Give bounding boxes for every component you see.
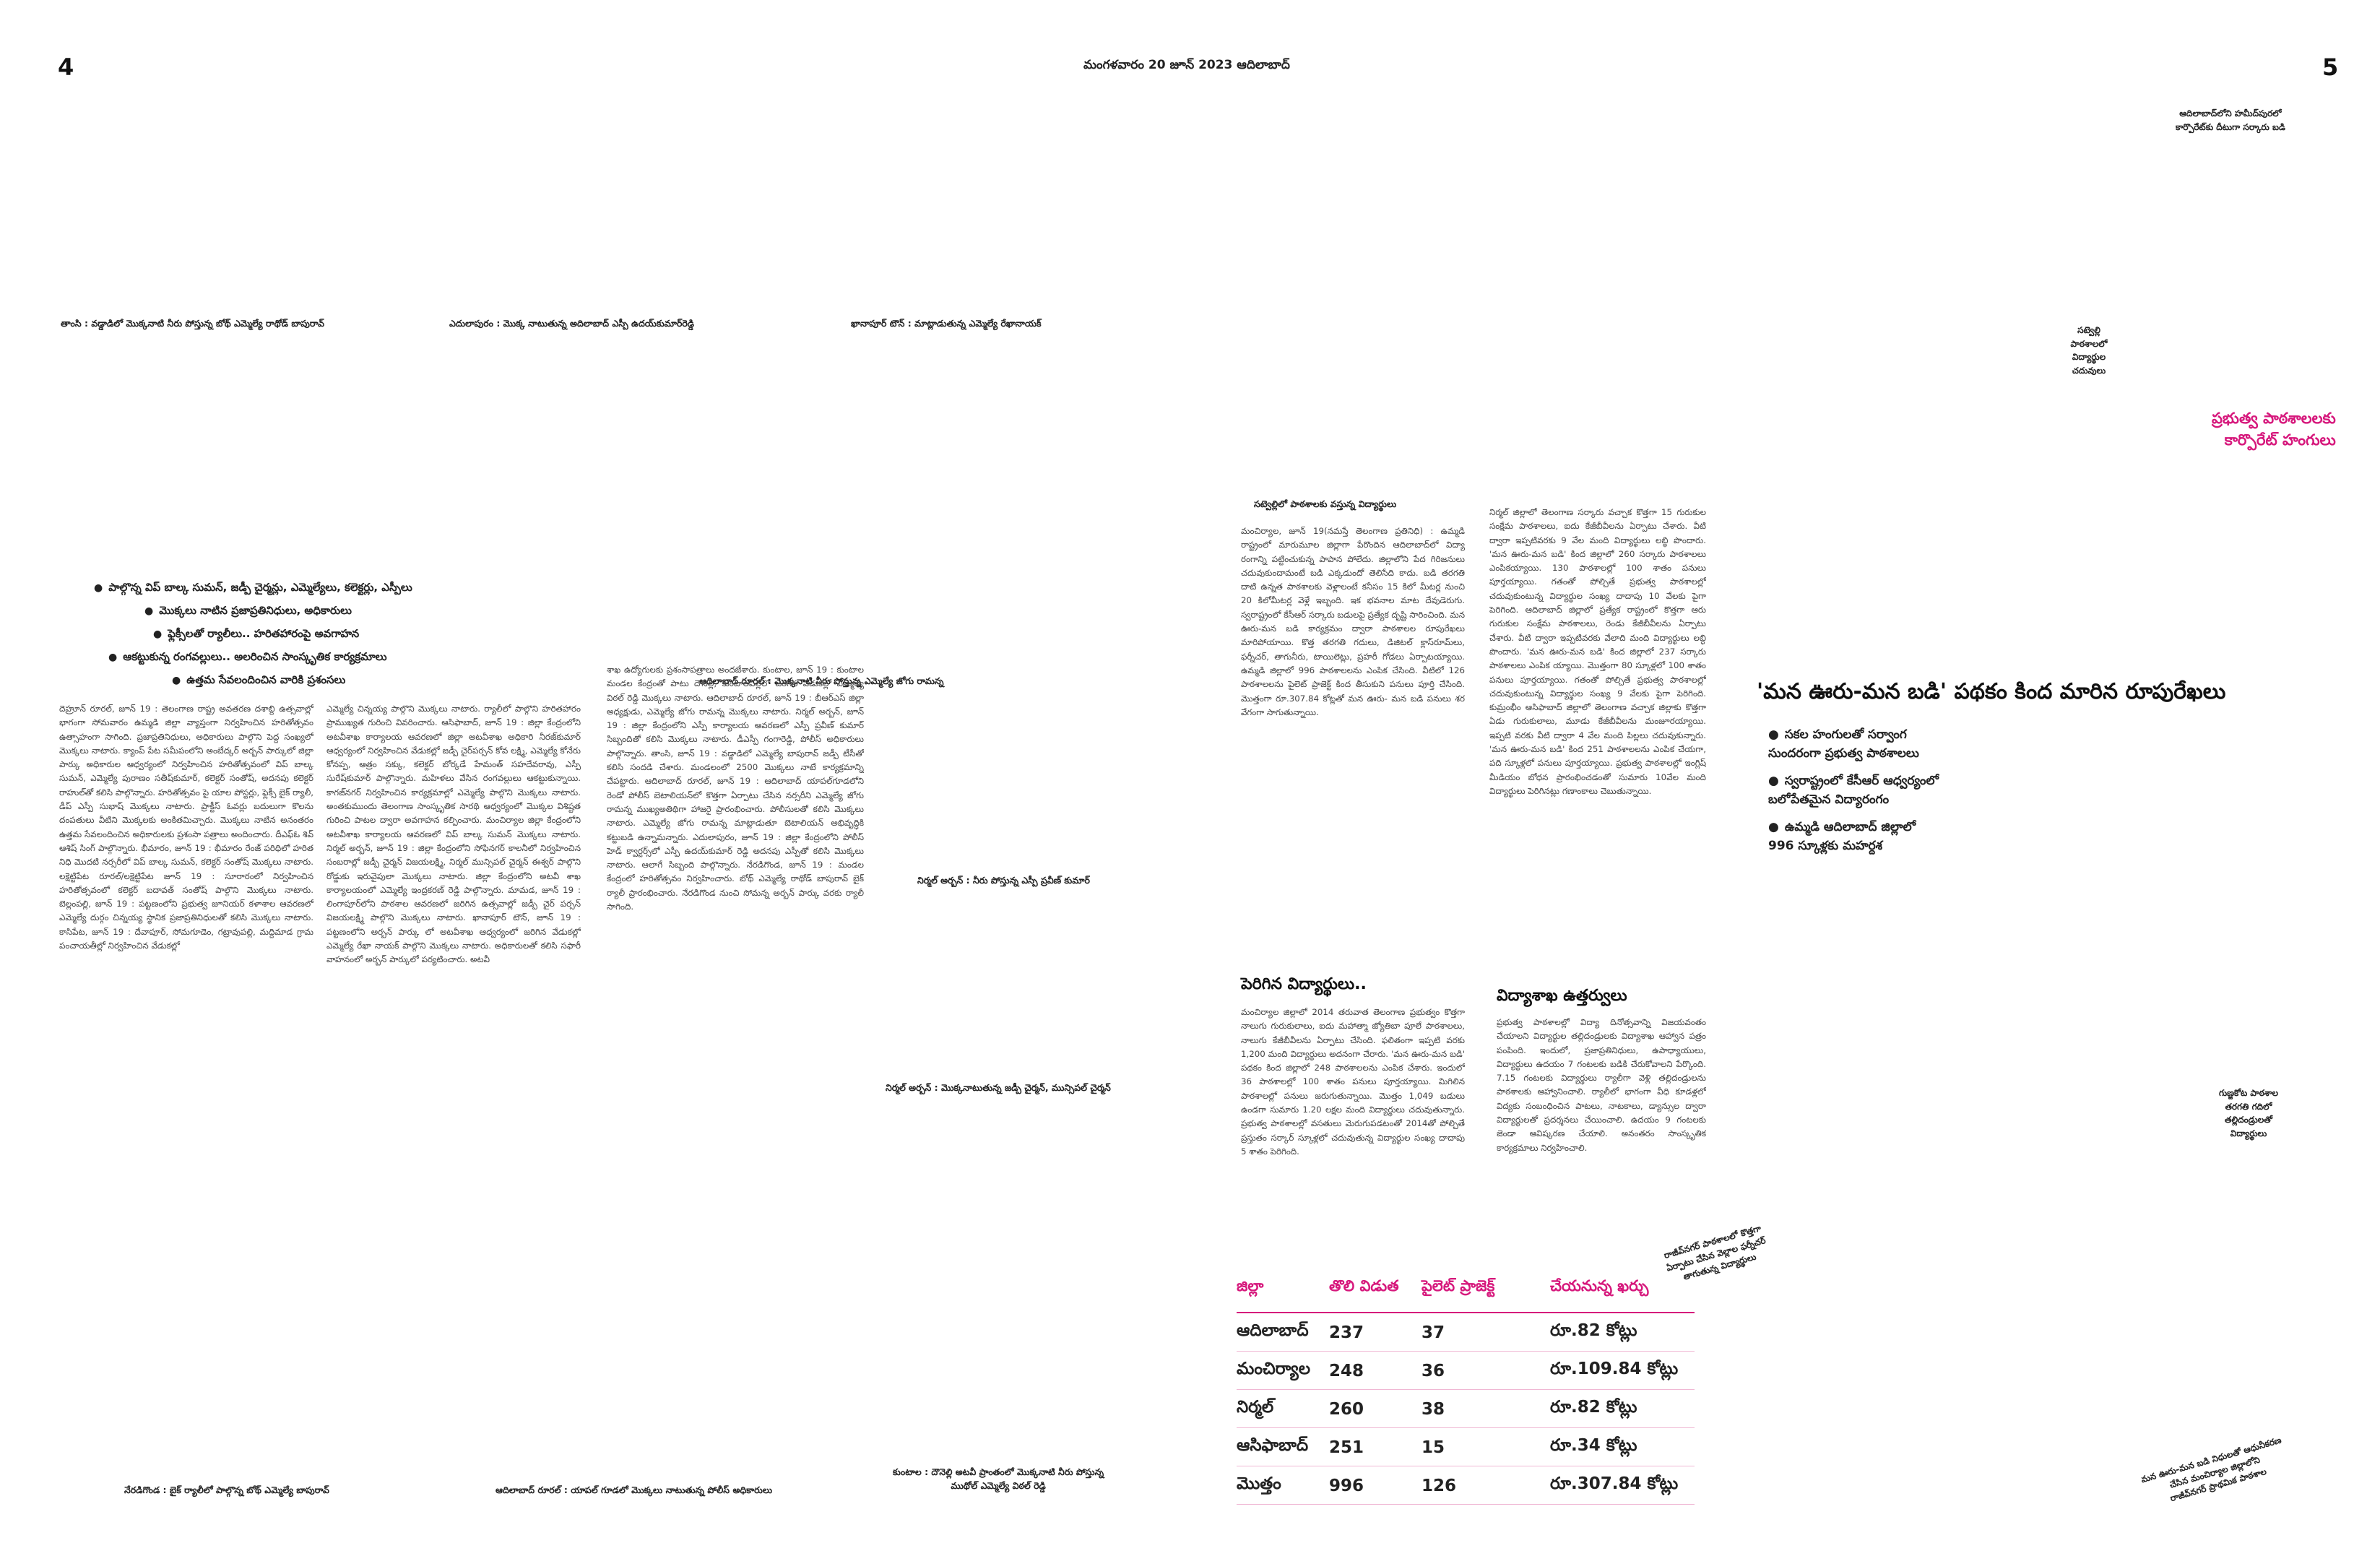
cell-district: నిర్మల్ [1237,1389,1329,1428]
caption-line: కార్పొరేట్‌కు దీటుగా సర్కారు బడి [2176,121,2285,132]
table-row: మంచిర్యాల 248 36 రూ.109.84 కోట్లు [1237,1351,1695,1390]
table-row: ఆదిలాబాద్ 237 37 రూ.82 కోట్లు [1237,1313,1695,1352]
photo-caption-hamidpura: ఆదిలాబాద్‌లోని హమీద్‌పురలో కార్పొరేట్‌కు… [2176,107,2285,134]
photo-caption-nirmal-zp: నిర్మల్ అర్బన్ : మొక్కనాటుతున్న జడ్పీ చై… [886,1082,1111,1093]
column-head-satwelli: సట్వెల్లిలో పాఠశాలకు వస్తున్న విద్యార్థు… [1254,498,1397,509]
left-story-column-2: ఎమ్మెల్యే చిన్నయ్య పాల్గొని మొక్కలు నాటా… [326,702,581,1295]
kicker-line-2: కార్పొరేట్ హంగులు [2224,431,2336,449]
headline-bullet: స్వరాష్ట్రంలో కేసీఆర్ ఆధ్వర్యంలో బలోపేతమ… [1768,772,1942,809]
body-text: దెహ్రూన్ రూరల్, జూన్ 19 : తెలంగాణ రాష్ట్… [59,704,313,951]
photo-caption-rajivnagar-school: మన ఊరు-మన బడి నిధులతో ఆధునీకరణ చేసిన మంచ… [2139,1433,2290,1510]
subhead-education-orders: విద్యాశాఖ ఉత్తర్వులు [1497,987,1627,1005]
cell-pilot: 126 [1421,1466,1550,1505]
cell-first-phase: 996 [1329,1466,1421,1505]
photo-caption-neradigonda: నేరడిగొండ : బైక్ ర్యాలీలో పాల్గొన్న బోథ్… [124,1484,329,1495]
cell-pilot: 36 [1421,1351,1550,1390]
cell-first-phase: 251 [1329,1427,1421,1466]
caption-line: ముథోల్ ఎమ్మెల్యే విఠల్ రెడ్డి [951,1480,1046,1491]
cell-district: ఆదిలాబాద్ [1237,1313,1329,1352]
caption-line: పాఠశాలలో [2070,338,2108,349]
cell-pilot: 15 [1421,1427,1550,1466]
cell-expenditure: రూ.82 కోట్లు [1550,1389,1695,1428]
headline-kicker: ప్రభుత్వ పాఠశాలలకు కార్పొరేట్ హంగులు [2212,407,2336,451]
caption-line: కుంటాల : దౌనెల్లి అటవీ ప్రాంతంలో మొక్కనా… [893,1466,1104,1477]
main-headline: 'మన ఊరు-మన బడి' పథకం కింద మారిన రూపురేఖల… [1757,679,2226,704]
header-expenditure: చేయనున్న ఖర్చు [1550,1277,1695,1313]
cell-first-phase: 260 [1329,1389,1421,1428]
photo-caption-adilabad-rural: ఆదిలాబాద్ రూరల్ : మొక్కనాటి నీరు పోస్తున… [699,675,944,686]
body-text: ఎమ్మెల్యే చిన్నయ్య పాల్గొని మొక్కలు నాటా… [326,704,581,965]
caption-line: తరగతి గదిలో [2225,1101,2272,1112]
header-pilot-project: పైలెట్ ప్రాజెక్ట్ [1421,1277,1550,1313]
cell-expenditure: రూ.109.84 కోట్లు [1550,1351,1695,1390]
cell-district: మంచిర్యాల [1237,1351,1329,1390]
right-story-column-1: మంచిర్యాల, జూన్ 19(నమస్తే తెలంగాణ ప్రతిన… [1241,524,1465,965]
cell-district: ఆసిఫాబాద్ [1237,1427,1329,1466]
dateline: మంగళవారం 20 జూన్ 2023 ఆదిలాబాద్ [1083,58,1290,72]
photo-caption-yapalguda: ఆదిలాబాద్ రూరల్ : యాపల్ గూడలో మొక్కలు నా… [496,1484,773,1495]
table-row: ఆసిఫాబాద్ 251 15 రూ.34 కోట్లు [1237,1427,1695,1466]
photo-caption-khanapur: ఖానాపూర్ టౌన్ : మాట్లాడుతున్న ఎమ్మెల్యే … [851,318,1042,329]
right-story-column-2: నిర్మల్ జిల్లాలో తెలంగాణ సర్కారు వచ్చాక … [1489,506,1706,968]
caption-line: ఆదిలాబాద్‌లోని హమీద్‌పురలో [2179,108,2282,118]
cell-expenditure: రూ.307.84 కోట్లు [1550,1466,1695,1505]
highlight-bullet: ఫ్లెక్సీలతో ర్యాలీలు.. హరితహారంపై అవగాహన [153,627,412,643]
body-text: నిర్మల్ జిల్లాలో తెలంగాణ సర్కారు వచ్చాక … [1489,507,1706,796]
header-first-phase: తొలి విడుత [1329,1277,1421,1313]
left-story-column-3: శాఖ ఉద్యోగులకు ప్రశంసాపత్రాలు అందజేశారు.… [607,663,864,1295]
left-page-number: 4 [58,53,74,81]
table-row-total: మొత్తం 996 126 రూ.307.84 కోట్లు [1237,1466,1695,1505]
cell-expenditure: రూ.82 కోట్లు [1550,1313,1695,1352]
right-page-number: 5 [2322,53,2339,81]
body-text: శాఖ ఉద్యోగులకు ప్రశంసాపత్రాలు అందజేశారు.… [607,665,864,912]
body-text: ప్రభుత్వ పాఠశాలల్లో విద్యా దినోత్సవాన్ని… [1497,1017,1706,1153]
photo-caption-tamsi: తాంసి : వడ్డాడిలో మొక్కనాటి నీరు పోస్తున… [61,318,325,329]
table-header-row: జిల్లా తొలి విడుత పైలెట్ ప్రాజెక్ట్ చేయన… [1237,1277,1695,1313]
caption-line: సట్వెల్లి [2077,325,2100,335]
caption-line: తల్లిదండ్రులతో [2225,1115,2272,1125]
caption-line: విద్యార్థుల [2072,352,2106,363]
table-row: నిర్మల్ 260 38 రూ.82 కోట్లు [1237,1389,1695,1428]
highlight-bullet: పాల్గొన్న విప్ బాల్క సుమన్, జడ్పీ చైర్మన… [94,581,412,597]
caption-line: చదువులు [2072,365,2106,376]
photo-caption-edulapuram: ఎదులాపురం : మొక్క నాటుతున్న అదిలాబాద్ ఎస… [449,318,695,329]
left-story-highlights: పాల్గొన్న విప్ బాల్క సుమన్, జడ్పీ చైర్మన… [94,581,412,689]
right-story-column-1b: మంచిర్యాల జిల్లాలో 2014 తరువాత తెలంగాణ ప… [1241,1006,1465,1208]
district-funds-table: జిల్లా తొలి విడుత పైలెట్ ప్రాజెక్ట్ చేయన… [1237,1277,1695,1505]
cell-district: మొత్తం [1237,1466,1329,1505]
highlight-bullet: మొక్కలు నాటిన ప్రజాప్రతినిధులు, అధికారుల… [144,604,412,620]
caption-line: విద్యార్థులు [2230,1128,2267,1138]
cell-expenditure: రూ.34 కోట్లు [1550,1427,1695,1466]
photo-caption-gunjkota: గుణ్జకోట పాఠశాల తరగతి గదిలో తల్లిదండ్రుల… [2202,1086,2295,1140]
cell-first-phase: 237 [1329,1313,1421,1352]
subhead-students-increased: పెరిగిన విద్యార్థులు.. [1241,975,1367,993]
caption-line: గుణ్జకోట పాఠశాల [2219,1088,2278,1098]
cell-pilot: 37 [1421,1313,1550,1352]
photo-caption-kuntala: కుంటాల : దౌనెల్లి అటవీ ప్రాంతంలో మొక్కనా… [893,1466,1104,1494]
highlight-bullet: ఆకట్టుకున్న రంగవల్లులు.. అలరించిన సాంస్క… [108,650,412,666]
cell-first-phase: 248 [1329,1351,1421,1390]
headline-bullets: సకల హంగులతో సర్వాంగ సుందరంగా ప్రభుత్వ పా… [1768,725,1942,855]
header-district: జిల్లా [1237,1277,1329,1313]
kicker-line-1: ప్రభుత్వ పాఠశాలలకు [2212,410,2336,427]
left-story-column-1: దెహ్రూన్ రూరల్, జూన్ 19 : తెలంగాణ రాష్ట్… [59,702,313,1295]
right-story-column-2b: ప్రభుత్వ పాఠశాలల్లో విద్యా దినోత్సవాన్ని… [1497,1016,1706,1218]
body-text: మంచిర్యాల జిల్లాలో 2014 తరువాత తెలంగాణ ప… [1241,1007,1465,1157]
headline-bullet: సకల హంగులతో సర్వాంగ సుందరంగా ప్రభుత్వ పా… [1768,725,1942,763]
cell-pilot: 38 [1421,1389,1550,1428]
body-text: మంచిర్యాల, జూన్ 19(నమస్తే తెలంగాణ ప్రతిన… [1241,526,1465,717]
highlight-bullet: ఉత్తమ సేవలందించిన వారికి ప్రశంసలు [172,673,412,689]
photo-caption-satwelli: సట్వెల్లి పాఠశాలలో విద్యార్థుల చదువులు [2053,324,2125,377]
headline-bullet: ఉమ్మడి ఆదిలాబాద్ జిల్లాలో 996 స్కూళ్లకు … [1768,818,1942,855]
photo-caption-nirmal-sp: నిర్మల్ అర్బన్ : నీరు పోస్తున్న ఎస్పీ ప్… [917,875,1090,886]
